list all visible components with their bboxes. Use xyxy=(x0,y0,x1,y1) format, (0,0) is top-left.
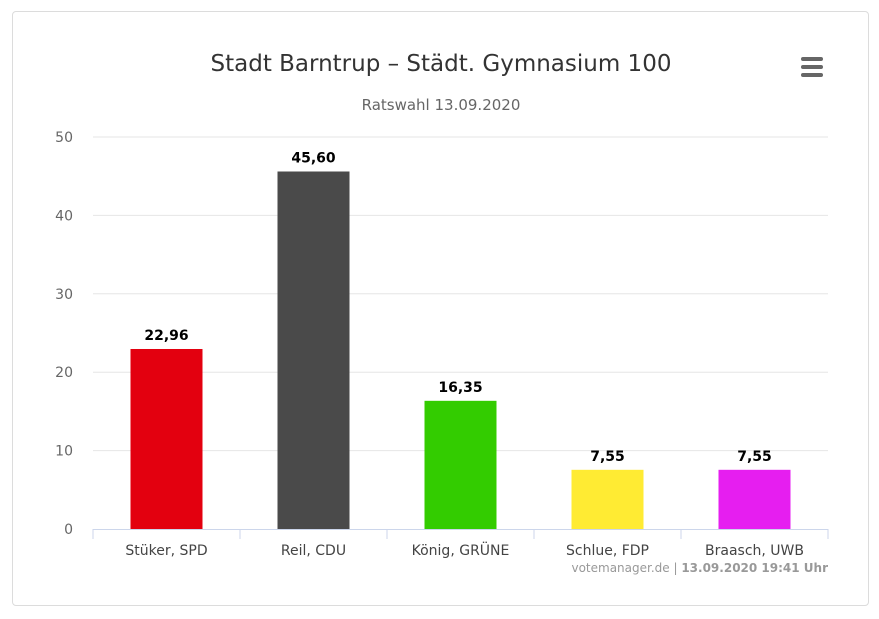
x-axis: Stüker, SPD Reil, CDU König, GRÜNE Schlue, … xyxy=(92,529,829,559)
y-tick-label: 50 xyxy=(55,130,73,146)
x-tick-label: Braasch, UWB xyxy=(705,543,804,559)
hamburger-menu-icon xyxy=(801,57,823,61)
bar[interactable] xyxy=(424,400,497,529)
credits-separator: | xyxy=(670,561,682,575)
y-axis-ticks: 0 10 20 30 40 50 xyxy=(55,130,73,538)
bar[interactable] xyxy=(130,348,203,529)
data-label: 45,60 xyxy=(291,150,336,166)
x-tick-label: Schlue, FDP xyxy=(566,543,649,559)
chart-title: Stadt Barntrup – Städt. Gymnasium 100 xyxy=(211,51,672,77)
bar[interactable] xyxy=(718,469,791,529)
data-label: 22,96 xyxy=(144,328,188,344)
hamburger-menu-icon-bar xyxy=(801,65,823,69)
credits[interactable]: votemanager.de | 13.09.2020 19:41 Uhr xyxy=(571,561,828,575)
y-tick-label: 40 xyxy=(55,208,73,224)
bar[interactable] xyxy=(571,469,644,529)
y-tick-label: 10 xyxy=(55,444,73,460)
x-tick-label: Reil, CDU xyxy=(281,543,346,559)
x-tick-label: König, GRÜNE xyxy=(412,541,510,559)
grid-lines xyxy=(93,136,828,452)
chart-menu-button[interactable] xyxy=(798,56,826,80)
data-label: 7,55 xyxy=(590,449,625,465)
data-label: 16,35 xyxy=(438,380,482,396)
y-tick-label: 30 xyxy=(55,287,73,303)
y-tick-label: 0 xyxy=(64,522,73,538)
y-tick-label: 20 xyxy=(55,365,73,381)
bar[interactable] xyxy=(277,171,350,529)
data-labels: 22,96 45,60 16,35 7,55 7,55 xyxy=(144,150,771,464)
chart-subtitle: Ratswahl 13.09.2020 xyxy=(362,96,521,114)
credits-timestamp: 13.09.2020 19:41 Uhr xyxy=(681,561,828,575)
data-label: 7,55 xyxy=(737,449,772,465)
credits-source[interactable]: votemanager.de xyxy=(571,561,669,575)
hamburger-menu-icon-bar xyxy=(801,73,823,77)
x-tick-label: Stüker, SPD xyxy=(125,543,207,559)
bars xyxy=(130,171,791,529)
